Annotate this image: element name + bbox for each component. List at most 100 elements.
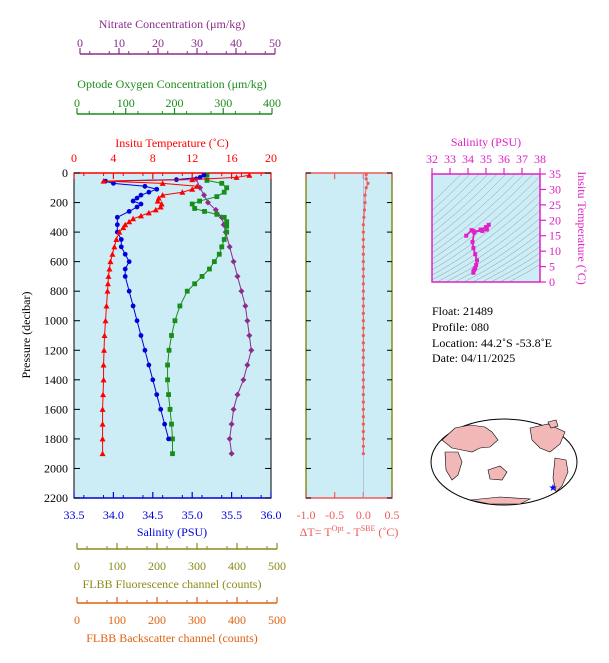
oxygen-point bbox=[192, 281, 198, 287]
oxygen-point bbox=[189, 201, 195, 207]
salinity-point bbox=[114, 222, 120, 228]
nitrate-point bbox=[226, 243, 233, 250]
ts-density-contour bbox=[490, 252, 540, 282]
nitrate-point bbox=[212, 206, 219, 213]
oxygen-point bbox=[221, 237, 227, 242]
delta-point bbox=[361, 326, 365, 330]
salinity-point bbox=[142, 183, 148, 189]
salinity-point bbox=[114, 214, 120, 220]
temperature-point bbox=[137, 212, 144, 219]
temperature-point bbox=[145, 209, 152, 216]
delta-point bbox=[361, 223, 365, 227]
delta-point bbox=[361, 245, 365, 249]
salinity-point bbox=[201, 172, 207, 178]
oxygen-point bbox=[199, 274, 205, 279]
delta-point bbox=[361, 237, 365, 242]
temperature-point bbox=[100, 376, 107, 383]
nitrate-point bbox=[242, 302, 249, 309]
temperature-point bbox=[159, 180, 166, 186]
ts-density-contour bbox=[432, 174, 525, 254]
ts-density-contour bbox=[463, 232, 540, 282]
ts-salinity-tick-label: 37 bbox=[516, 152, 528, 166]
delta-point bbox=[361, 452, 365, 456]
temperature-point bbox=[101, 347, 108, 353]
salinity-tick-label: 35.0 bbox=[182, 508, 203, 522]
nitrate-point bbox=[248, 347, 255, 354]
salinity-axis-label: Salinity (PSU) bbox=[137, 525, 207, 539]
salinity-ticks: 33.5 34.0 34.5 35.0 35.5 36.0 bbox=[64, 492, 282, 522]
temperature-point bbox=[116, 229, 123, 235]
salinity-point bbox=[154, 186, 160, 192]
ts-point bbox=[480, 229, 485, 234]
map-land-antarctica bbox=[469, 496, 532, 505]
oxygen-point bbox=[214, 211, 220, 217]
oxygen-point bbox=[204, 172, 210, 178]
delta-point bbox=[362, 215, 366, 219]
delta-point bbox=[364, 186, 368, 190]
temperature-point bbox=[99, 435, 106, 442]
delta-point bbox=[361, 333, 365, 338]
oxygen-point bbox=[204, 177, 210, 183]
temperature-tick-label: 16 bbox=[226, 151, 238, 165]
salinity-series bbox=[103, 172, 207, 442]
nitrate-ticks: 0 10 20 30 40 50 bbox=[77, 36, 281, 54]
salinity-point bbox=[197, 175, 203, 180]
oxygen-line bbox=[167, 175, 228, 454]
temperature-point bbox=[103, 302, 110, 309]
oxygen-point bbox=[169, 421, 174, 427]
backscatter-tick-label: 400 bbox=[228, 613, 246, 627]
temperature-point bbox=[106, 266, 113, 272]
ts-salinity-tick-label: 38 bbox=[534, 152, 546, 166]
temperature-point bbox=[104, 280, 111, 287]
ts-point bbox=[475, 258, 479, 263]
nitrate-point bbox=[234, 391, 241, 398]
oxygen-point bbox=[214, 194, 220, 200]
oxygen-point bbox=[219, 244, 225, 250]
delta-point bbox=[361, 378, 365, 382]
pressure-tick-label: 200 bbox=[50, 196, 68, 210]
temperature-point bbox=[159, 192, 166, 198]
oxygen-point bbox=[167, 406, 173, 412]
float-info: Float: 21489 Profile: 080 Location: 44.2… bbox=[432, 304, 552, 365]
ts-temperature-tick-label: 5 bbox=[549, 260, 555, 274]
nitrate-tick-label: 10 bbox=[113, 36, 125, 50]
float-id: Float: 21489 bbox=[432, 304, 493, 318]
oxygen-point bbox=[165, 362, 170, 368]
delta-point bbox=[361, 274, 365, 279]
oxygen-point bbox=[211, 259, 217, 265]
delta-point bbox=[364, 172, 368, 177]
ts-density-contour bbox=[432, 174, 516, 247]
oxygen-tick-label: 100 bbox=[117, 96, 135, 110]
nitrate-point bbox=[240, 376, 247, 383]
ts-temperature-tick-label: 35 bbox=[549, 167, 561, 181]
oxygen-axis: Optode Oxygen Concentration (μm/kg) 0 100… bbox=[74, 77, 281, 115]
ts-density-contour bbox=[499, 258, 540, 282]
ts-temperature-tick-label: 30 bbox=[549, 182, 561, 196]
temperature-point bbox=[157, 203, 164, 210]
oxygen-ticks: 0 100 200 300 400 bbox=[74, 96, 281, 114]
temperature-tick-label: 8 bbox=[150, 151, 156, 165]
ts-density-contour bbox=[508, 264, 540, 282]
oxygen-point bbox=[197, 198, 202, 204]
pressure-tick-label: 2200 bbox=[44, 491, 68, 505]
fluorescence-tick-label: 100 bbox=[108, 559, 126, 573]
oxygen-tick-label: 200 bbox=[166, 96, 184, 110]
salinity-tick-label: 35.5 bbox=[221, 508, 242, 522]
salinity-point bbox=[122, 266, 128, 272]
nitrate-axis-label: Nitrate Concentration (μm/kg) bbox=[99, 17, 245, 31]
oxygen-point bbox=[221, 214, 227, 220]
fluorescence-tick-label: 400 bbox=[228, 559, 246, 573]
date: Date: 04/11/2025 bbox=[432, 351, 515, 365]
oxygen-point bbox=[192, 206, 198, 211]
pressure-tick-label: 600 bbox=[50, 255, 68, 269]
nitrate-point bbox=[246, 332, 253, 339]
ts-salinity-tick-label: 35 bbox=[480, 152, 492, 166]
salinity-line bbox=[105, 174, 205, 440]
salinity-point bbox=[138, 201, 144, 207]
delta-point bbox=[361, 260, 365, 264]
temperature-point bbox=[246, 172, 253, 178]
delta-point bbox=[361, 437, 365, 441]
nitrate-axis: Nitrate Concentration (μm/kg) 0 10 20 30 40 5… bbox=[77, 17, 281, 55]
salinity-point bbox=[118, 237, 124, 242]
